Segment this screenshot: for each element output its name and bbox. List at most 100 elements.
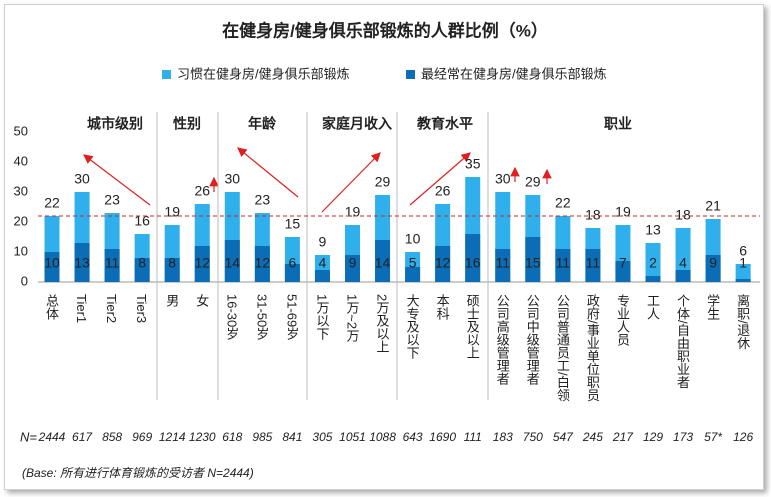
group-label: 教育水平 <box>417 116 473 132</box>
y-tick-label: 50 <box>14 123 28 138</box>
n-value: 985 <box>252 430 272 444</box>
bar <box>675 270 691 282</box>
value-label: 19 <box>615 204 631 220</box>
value-label: 11 <box>105 255 120 271</box>
bar <box>525 237 541 282</box>
x-tick-label: 学生 <box>705 294 721 320</box>
value-label: 16 <box>465 255 481 271</box>
value-label: 30 <box>495 171 511 187</box>
y-tick-label: 40 <box>14 153 28 168</box>
value-label: 9 <box>319 234 327 250</box>
bar <box>314 270 330 282</box>
x-tick-label: 女 <box>194 294 210 307</box>
x-tick-label: 公司中级管理者 <box>524 294 540 385</box>
bar <box>585 249 601 282</box>
bar <box>555 249 571 282</box>
bar <box>645 276 661 282</box>
x-tick-label: 本科 <box>434 294 450 320</box>
x-tick-label: 专业人员 <box>614 294 630 346</box>
n-value: 305 <box>312 430 332 444</box>
group-label: 家庭月收入 <box>322 116 392 132</box>
x-tick-label: 总体 <box>44 294 59 320</box>
legend-swatch <box>162 70 171 79</box>
x-tick-label: Tier2 <box>104 294 120 324</box>
x-tick-label: Tier3 <box>134 294 150 324</box>
value-label: 1 <box>739 255 747 271</box>
n-value: 618 <box>222 430 242 444</box>
n-value: 217 <box>612 430 634 444</box>
value-label: 22 <box>555 195 571 211</box>
value-label: 6 <box>289 255 297 271</box>
y-tick-label: 30 <box>14 183 28 198</box>
n-value: 111 <box>464 430 482 444</box>
bar <box>645 243 661 282</box>
n-value: 969 <box>132 430 152 444</box>
x-tick-label: 16-30岁 <box>224 294 240 341</box>
group-label: 年龄 <box>248 116 277 132</box>
value-label: 19 <box>164 204 180 220</box>
x-tick-label: 大专及以下 <box>404 294 420 359</box>
value-label: 7 <box>619 255 627 271</box>
n-value: 643 <box>403 430 423 444</box>
value-label: 19 <box>345 204 361 220</box>
value-label: 26 <box>194 183 210 199</box>
n-value: 183 <box>493 430 513 444</box>
x-tick-label: 1万以下 <box>314 294 330 341</box>
n-label: N= <box>20 429 37 444</box>
x-tick-label: 个体/自由职业者 <box>675 294 691 389</box>
value-label: 12 <box>435 255 451 271</box>
x-tick-label: 2万及以上 <box>374 294 390 354</box>
x-tick-label: 工人 <box>645 294 660 320</box>
bar <box>44 252 60 282</box>
x-tick-label: 离职/退休 <box>735 294 751 350</box>
n-value: 2444 <box>38 430 66 444</box>
n-value: 858 <box>102 430 122 444</box>
x-tick-label: 51-69岁 <box>284 294 300 341</box>
bar <box>405 267 421 282</box>
value-label: 11 <box>586 255 601 271</box>
bar <box>495 249 511 282</box>
x-tick-label: 政府/事业单位职员 <box>584 294 600 402</box>
n-value: 1214 <box>159 430 186 444</box>
value-label: 21 <box>705 198 721 214</box>
value-label: 16 <box>134 213 150 229</box>
bar <box>194 246 210 282</box>
x-tick-label: 1万~2万 <box>344 294 360 343</box>
value-label: 8 <box>138 255 146 271</box>
n-value: 617 <box>72 430 93 444</box>
n-value: 173 <box>673 430 693 444</box>
value-label: 12 <box>194 255 210 271</box>
n-value: 129 <box>643 430 663 444</box>
x-tick-label: 硕士及以上 <box>464 294 480 359</box>
bar <box>615 261 631 282</box>
group-label: 职业 <box>604 116 632 132</box>
legend-label: 最经常在健身房/健身俱乐部锻炼 <box>421 66 607 81</box>
x-tick-label: 男 <box>164 294 180 307</box>
x-tick-label: 公司普通员工/白领 <box>554 294 570 402</box>
value-label: 9 <box>709 255 717 271</box>
value-label: 9 <box>349 255 357 271</box>
y-tick-label: 20 <box>14 213 28 228</box>
value-label: 8 <box>168 255 176 271</box>
bar <box>134 258 150 282</box>
x-tick-label: Tier1 <box>74 294 90 324</box>
bar <box>284 264 300 282</box>
x-tick-label: 公司高级管理者 <box>494 294 510 385</box>
value-label: 29 <box>375 174 391 190</box>
value-label: 6 <box>739 243 747 259</box>
y-tick-label: 0 <box>21 273 28 288</box>
bar <box>465 234 481 282</box>
bar <box>224 240 240 282</box>
bar <box>345 255 360 282</box>
value-label: 2 <box>649 255 657 271</box>
value-label: 15 <box>285 216 301 232</box>
value-label: 29 <box>525 174 541 190</box>
bar <box>375 240 391 282</box>
value-label: 30 <box>225 171 241 187</box>
value-label: 13 <box>645 222 661 238</box>
group-label: 城市级别 <box>87 116 143 132</box>
n-value: 1690 <box>429 430 456 444</box>
value-label: 11 <box>556 255 571 271</box>
